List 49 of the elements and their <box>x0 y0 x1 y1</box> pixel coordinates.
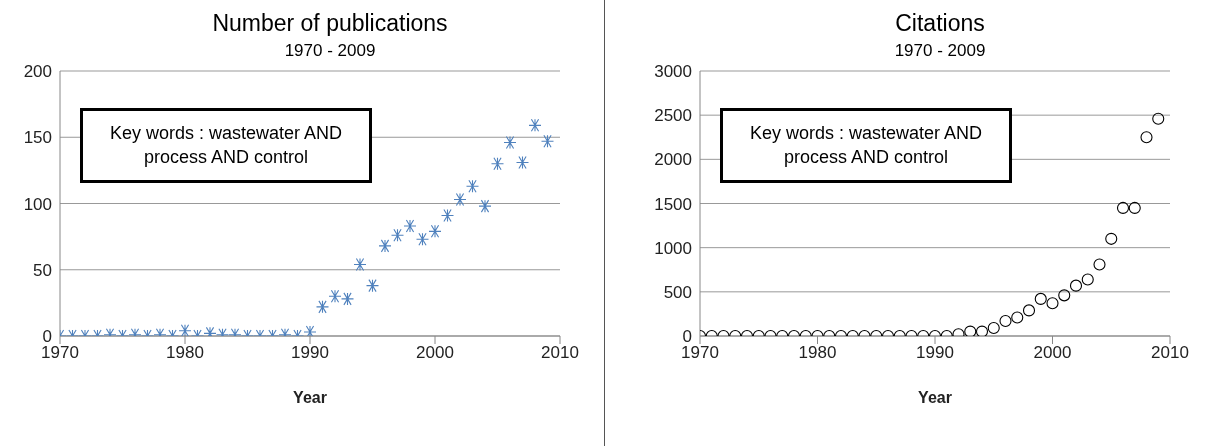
point <box>465 179 480 193</box>
x-tick-label: 2000 <box>1033 343 1072 363</box>
point <box>415 232 430 246</box>
x-tick-label: 2010 <box>541 343 579 363</box>
x-axis-title: Year <box>918 389 952 406</box>
y-tick-label: 150 <box>23 128 52 148</box>
point <box>1140 131 1153 144</box>
point <box>428 224 442 238</box>
point <box>490 157 505 171</box>
point <box>515 155 530 169</box>
point <box>1152 112 1165 125</box>
point <box>528 118 542 132</box>
y-tick-label: 100 <box>23 194 52 214</box>
y-tick-label: 1000 <box>654 238 692 258</box>
point <box>378 239 392 253</box>
x-tick-label: 1980 <box>798 343 837 363</box>
x-axis-title: Year <box>293 389 327 406</box>
x-tick-label: 2010 <box>1151 343 1189 363</box>
point <box>540 134 555 148</box>
point <box>440 208 455 222</box>
point <box>478 199 492 213</box>
point <box>328 289 342 303</box>
point <box>353 257 367 271</box>
chart-title: Citations <box>894 10 986 37</box>
point <box>1128 201 1141 214</box>
point <box>390 228 405 242</box>
point <box>403 219 417 233</box>
y-tick-label: 50 <box>33 260 52 280</box>
y-tick-label: 2500 <box>654 106 692 126</box>
chart-subtitle: 1970 - 2009 <box>893 41 987 61</box>
y-tick-label: 500 <box>663 282 692 302</box>
point <box>453 192 467 207</box>
point <box>1093 258 1106 271</box>
point <box>303 325 317 336</box>
chart-title: Number of publications <box>211 10 449 37</box>
note-box: Key words : wastewater AND process AND control <box>720 108 1012 183</box>
y-tick-label: 200 <box>23 62 52 82</box>
y-tick-label: 2000 <box>654 150 692 170</box>
note-box: Key words : wastewater AND process AND control <box>80 108 372 183</box>
point <box>503 136 517 150</box>
chart-subtitle: 1970 - 2009 <box>283 41 377 61</box>
x-tick-label: 1980 <box>166 343 204 363</box>
point <box>1116 201 1130 214</box>
x-tick-label: 1990 <box>916 343 954 363</box>
y-tick-label: 1500 <box>654 194 692 214</box>
x-tick-label: 2000 <box>416 343 454 363</box>
point <box>1105 232 1118 245</box>
x-tick-label: 1990 <box>291 343 329 363</box>
y-tick-label: 3000 <box>654 62 692 82</box>
